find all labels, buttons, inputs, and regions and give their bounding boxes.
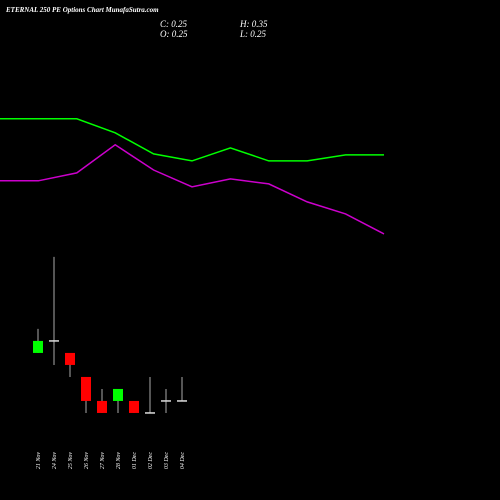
candle-body [33,340,43,353]
ohlc-label: H: [239,19,250,29]
candle-body [49,340,59,342]
x-tick-label: 02 Dec [148,452,154,469]
ohlc-open: O: 0.25 [160,29,188,39]
x-tick-label: 21 Nov [36,452,42,470]
x-tick-label: 28 Nov [116,452,122,470]
ohlc-label: L: [239,29,248,39]
candle-body [129,400,139,413]
candle-body [161,400,171,402]
ohlc-label: C: [160,19,169,29]
x-tick-label: 01 Dec [132,452,138,469]
ohlc-value: 0.25 [172,29,188,39]
x-tick-label: 04 Dec [179,452,186,469]
x-tick-label: 27 Nov [100,452,106,470]
chart-title: ETERNAL 250 PE Options Chart MunafaSutra… [5,6,159,14]
x-tick-label: 26 Nov [84,452,90,470]
indicator-line [0,118,384,162]
candle-body [65,352,75,365]
candle-body [177,400,187,402]
ohlc-value: 0.25 [250,29,266,39]
ohlc-label: O: [160,29,170,39]
indicator-line [0,143,385,235]
x-tick-label: 03 Dec [164,452,170,469]
candle-body [97,400,107,413]
ohlc-value: 0.35 [252,19,268,29]
candle-body [145,412,155,414]
candle-body [81,376,91,401]
ohlc-value: 0.25 [171,19,187,29]
x-tick-label: 25 Nov [68,452,74,470]
ohlc-close: C: 0.25 [160,19,188,29]
ohlc-high: H: 0.35 [239,19,268,29]
candle-body [113,388,123,401]
ohlc-low: L: 0.25 [239,29,267,39]
x-tick-label: 24 Nov [51,452,58,470]
